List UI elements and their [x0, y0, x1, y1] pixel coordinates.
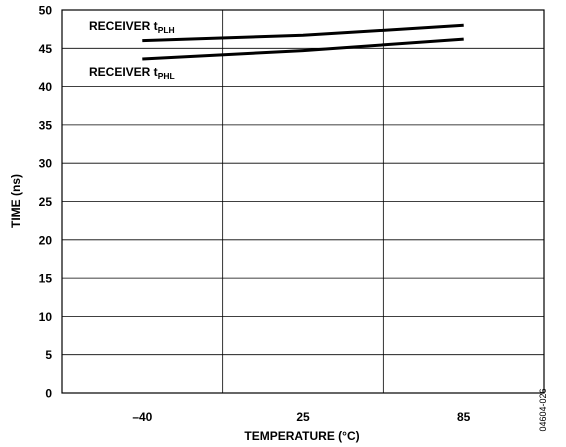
y-tick-labels: 0 5 10 15 20 25 30 35 40 45 50 [39, 4, 53, 401]
y-tick-label: 50 [39, 4, 53, 18]
figure-id: 04604-026 [538, 388, 548, 431]
y-tick-label: 0 [45, 387, 52, 401]
plot-frame [61, 9, 545, 394]
y-tick-label: 25 [39, 195, 53, 209]
y-axis-label: TIME (ns) [9, 174, 23, 228]
y-tick-label: 30 [39, 157, 53, 171]
x-axis-label: TEMPERATURE (°C) [244, 429, 359, 443]
series-label-phl: RECEIVER tPHL [89, 65, 175, 81]
x-tick-labels: –40 25 85 [132, 410, 470, 424]
y-tick-label: 15 [39, 272, 53, 286]
y-tick-label: 35 [39, 118, 53, 132]
series-label-plh: RECEIVER tPLH [89, 19, 175, 35]
series-line-plh [142, 23, 464, 43]
x-tick-label: –40 [132, 410, 152, 424]
x-tick-label: 25 [296, 410, 310, 424]
y-tick-label: 40 [39, 80, 53, 94]
y-tick-label: 20 [39, 233, 53, 247]
series-lines [142, 23, 464, 61]
grid [62, 10, 544, 393]
y-tick-label: 45 [39, 42, 53, 56]
x-tick-label: 85 [457, 410, 471, 424]
y-tick-label: 5 [45, 348, 52, 362]
series-line-phl [142, 37, 464, 61]
y-tick-label: 10 [39, 310, 53, 324]
